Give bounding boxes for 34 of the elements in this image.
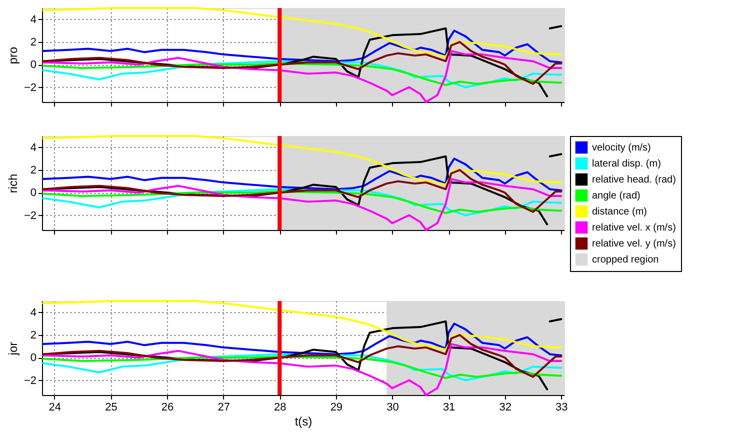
y-axis-title: jor [6, 342, 20, 356]
y-tick-label: 0 [30, 352, 36, 364]
legend-label: lateral disp. (m) [592, 158, 661, 170]
y-tick-label: −2 [24, 210, 36, 222]
y-tick-label: 4 [30, 14, 36, 26]
y-tick-label: 0 [30, 59, 36, 72]
y-tick-label: 4 [30, 142, 36, 154]
legend-label: cropped region [592, 254, 659, 266]
x-tick-label: 26 [161, 402, 174, 414]
y-tick-label: 2 [30, 164, 36, 176]
legend-label: velocity (m/s) [592, 142, 651, 154]
y-tick-label: 2 [30, 36, 36, 48]
x-tick-label: 28 [274, 402, 286, 414]
x-tick-label: 32 [499, 402, 512, 414]
y-axis-title: rich [6, 174, 20, 194]
x-axis-title: t(s) [294, 414, 312, 428]
y-tick-label: 0 [30, 187, 36, 200]
legend-label: relative vel. y (m/s) [592, 238, 676, 250]
x-tick-label: 27 [218, 402, 230, 414]
y-tick-label: 2 [30, 329, 36, 342]
x-tick-label: 33 [556, 402, 568, 414]
x-tick-label: 31 [442, 402, 456, 414]
x-tick-label: 24 [48, 402, 62, 414]
y-tick-label: −2 [24, 82, 36, 94]
legend-label: angle (rad) [592, 190, 640, 202]
legend-label: distance (m) [592, 206, 648, 218]
y-tick-label: 4 [30, 306, 36, 319]
legend-label: relative head. (rad) [592, 174, 676, 186]
y-tick-label: −2 [24, 374, 36, 387]
legend-label: relative vel. x (m/s) [592, 222, 676, 234]
y-axis-title: pro [6, 46, 20, 64]
x-tick-label: 25 [105, 402, 118, 414]
x-tick-label: 29 [330, 402, 343, 414]
x-tick-label: 30 [386, 402, 399, 414]
